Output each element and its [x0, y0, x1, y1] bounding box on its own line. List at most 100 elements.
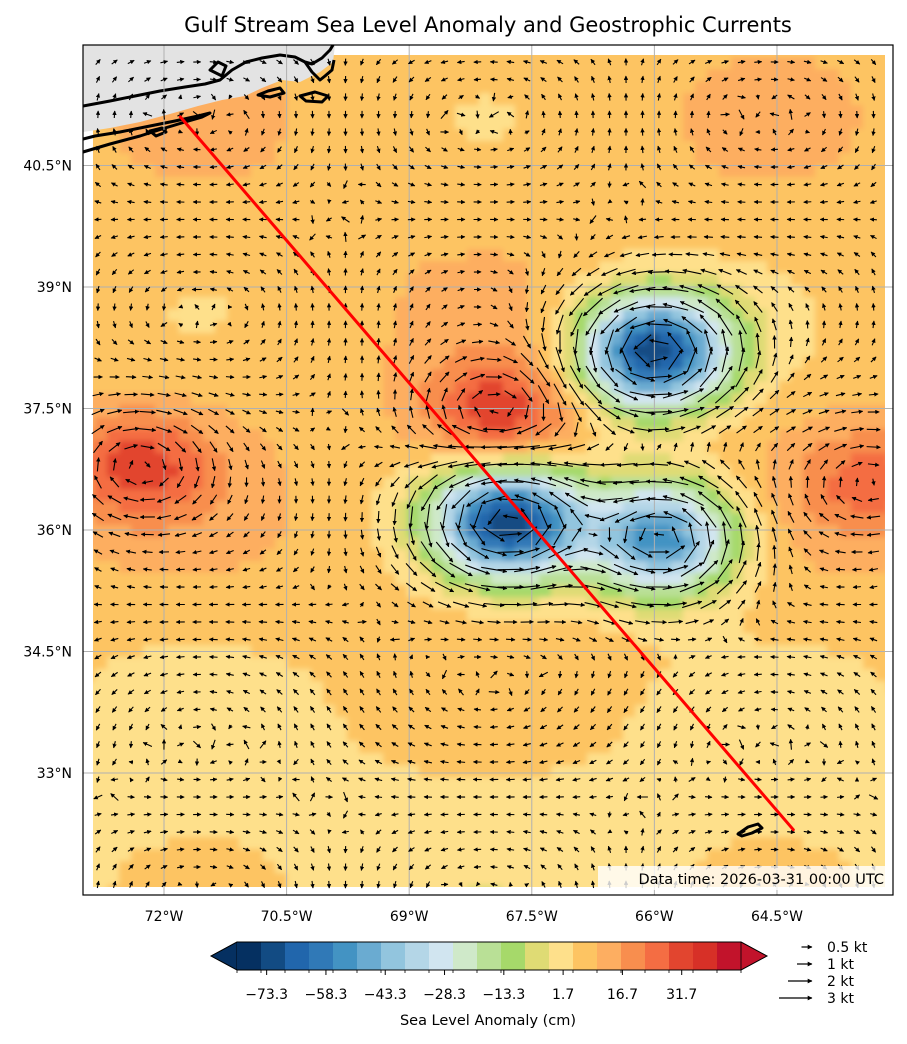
sla-cell	[455, 81, 468, 94]
sla-cell	[479, 309, 492, 322]
sla-cell	[695, 81, 708, 94]
sla-cell	[323, 657, 336, 670]
sla-cell	[287, 153, 300, 166]
sla-cell	[671, 765, 684, 778]
sla-cell	[359, 393, 372, 406]
sla-cell	[95, 825, 108, 838]
sla-cell	[347, 345, 360, 358]
sla-cell	[467, 141, 480, 154]
sla-cell	[287, 633, 300, 646]
sla-cell	[299, 753, 312, 766]
sla-cell	[335, 165, 348, 178]
sla-cell	[659, 597, 672, 610]
sla-cell	[743, 741, 756, 754]
sla-cell	[275, 357, 288, 370]
sla-cell	[167, 369, 180, 382]
sla-cell	[455, 669, 468, 682]
sla-cell	[683, 525, 696, 538]
sla-cell	[791, 609, 804, 622]
sla-cell	[851, 237, 864, 250]
sla-cell	[215, 837, 228, 850]
sla-cell	[803, 729, 816, 742]
sla-cell	[587, 537, 600, 550]
sla-cell	[695, 213, 708, 226]
sla-cell	[695, 729, 708, 742]
sla-cell	[419, 237, 432, 250]
sla-cell	[107, 537, 120, 550]
sla-cell	[455, 93, 468, 106]
sla-cell	[479, 717, 492, 730]
sla-cell	[479, 117, 492, 130]
sla-cell	[359, 189, 372, 202]
sla-cell	[179, 777, 192, 790]
sla-cell	[539, 789, 552, 802]
sla-cell	[467, 765, 480, 778]
sla-cell	[395, 465, 408, 478]
sla-cell	[299, 369, 312, 382]
sla-cell	[155, 225, 168, 238]
sla-cell	[515, 429, 528, 442]
sla-cell	[287, 189, 300, 202]
sla-cell	[155, 729, 168, 742]
sla-cell	[215, 249, 228, 262]
sla-cell	[863, 765, 876, 778]
sla-cell	[251, 333, 264, 346]
sla-cell	[551, 681, 564, 694]
sla-cell	[359, 177, 372, 190]
sla-cell	[251, 417, 264, 430]
sla-cell	[683, 237, 696, 250]
sla-cell	[287, 801, 300, 814]
sla-cell	[431, 693, 444, 706]
sla-cell	[167, 621, 180, 634]
sla-cell	[623, 441, 636, 454]
sla-cell	[719, 717, 732, 730]
sla-cell	[527, 693, 540, 706]
sla-cell	[851, 333, 864, 346]
sla-cell	[551, 153, 564, 166]
sla-cell	[251, 117, 264, 130]
sla-cell	[803, 717, 816, 730]
sla-cell	[383, 105, 396, 118]
sla-cell	[743, 465, 756, 478]
sla-cell	[791, 489, 804, 502]
sla-cell	[347, 117, 360, 130]
sla-cell	[563, 93, 576, 106]
sla-cell	[431, 741, 444, 754]
sla-cell	[503, 873, 516, 886]
sla-cell	[659, 453, 672, 466]
sla-cell	[779, 69, 792, 82]
sla-cell	[527, 369, 540, 382]
sla-cell	[287, 345, 300, 358]
sla-cell	[623, 57, 636, 70]
sla-cell	[143, 345, 156, 358]
sla-cell	[143, 753, 156, 766]
sla-cell	[527, 753, 540, 766]
sla-cell	[623, 225, 636, 238]
sla-cell	[347, 105, 360, 118]
sla-cell	[95, 177, 108, 190]
sla-cell	[707, 717, 720, 730]
sla-cell	[191, 273, 204, 286]
sla-cell	[407, 55, 420, 58]
sla-cell	[131, 153, 144, 166]
sla-cell	[803, 117, 816, 130]
sla-cell	[467, 93, 480, 106]
sla-cell	[227, 693, 240, 706]
sla-cell	[275, 717, 288, 730]
sla-cell	[791, 561, 804, 574]
sla-cell	[731, 465, 744, 478]
sla-cell	[179, 849, 192, 862]
sla-cell	[827, 105, 840, 118]
sla-cell	[539, 381, 552, 394]
sla-cell	[263, 153, 276, 166]
sla-cell	[503, 573, 516, 586]
sla-cell	[791, 789, 804, 802]
sla-cell	[179, 405, 192, 418]
sla-cell	[131, 165, 144, 178]
sla-cell	[539, 225, 552, 238]
sla-cell	[647, 489, 660, 502]
sla-cell	[527, 105, 540, 118]
sla-cell	[299, 81, 312, 94]
sla-cell	[755, 669, 768, 682]
sla-cell	[143, 765, 156, 778]
